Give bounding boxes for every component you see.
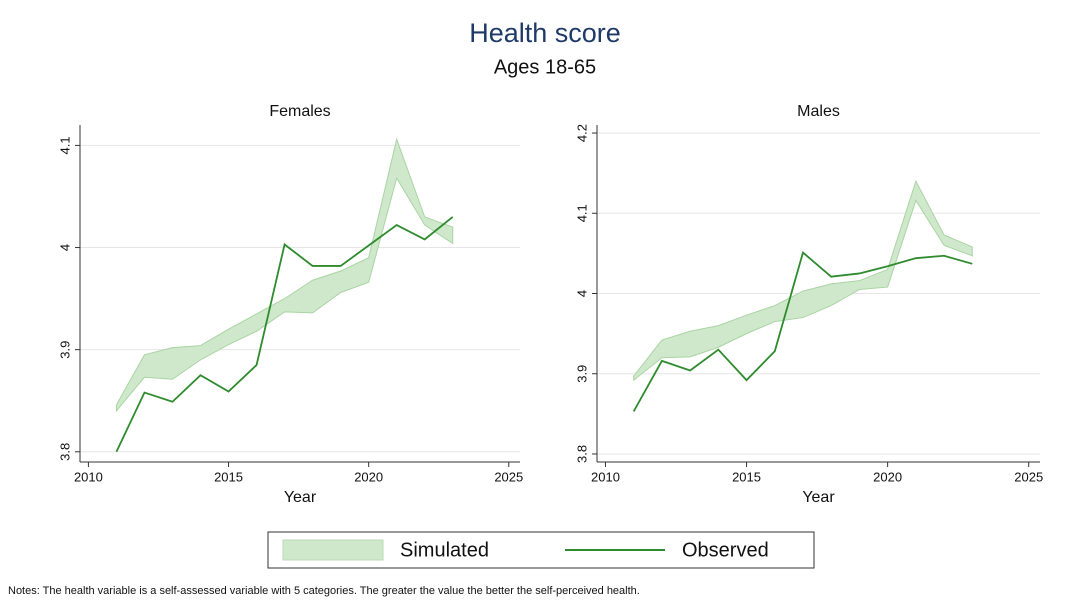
notes: Notes: The health variable is a self-ass… xyxy=(8,585,640,597)
y-tick-label: 3.9 xyxy=(57,341,72,359)
y-tick-label: 4.2 xyxy=(574,124,589,142)
x-tick-label: 2010 xyxy=(591,469,620,484)
y-tick-label: 3.8 xyxy=(57,443,72,461)
observed-line xyxy=(632,250,973,412)
x-tick-label: 2025 xyxy=(494,469,523,484)
chart-title: Health score xyxy=(469,18,621,48)
x-tick-label: 2020 xyxy=(873,469,902,484)
panel-title: Females xyxy=(269,103,330,120)
x-tick-label: 2025 xyxy=(1014,469,1043,484)
legend-label: Simulated xyxy=(400,539,489,561)
x-axis-label: Year xyxy=(802,489,835,506)
x-tick-label: 2010 xyxy=(74,469,103,484)
y-tick-label: 4 xyxy=(57,244,72,251)
x-axis-label: Year xyxy=(284,489,317,506)
panel-title: Males xyxy=(797,103,840,120)
chart-subtitle: Ages 18-65 xyxy=(494,56,596,78)
y-tick-label: 4.1 xyxy=(57,136,72,154)
y-tick-label: 4 xyxy=(574,290,589,297)
x-tick-label: 2020 xyxy=(354,469,383,484)
simulated-band xyxy=(115,137,454,413)
x-tick-label: 2015 xyxy=(732,469,761,484)
legend-label: Observed xyxy=(682,539,769,561)
observed-line xyxy=(115,216,454,453)
legend-swatch xyxy=(282,539,384,561)
x-tick-label: 2015 xyxy=(214,469,243,484)
y-tick-label: 3.8 xyxy=(574,445,589,463)
simulated-band xyxy=(633,179,973,382)
y-tick-label: 3.9 xyxy=(574,365,589,383)
y-tick-label: 4.1 xyxy=(574,204,589,222)
